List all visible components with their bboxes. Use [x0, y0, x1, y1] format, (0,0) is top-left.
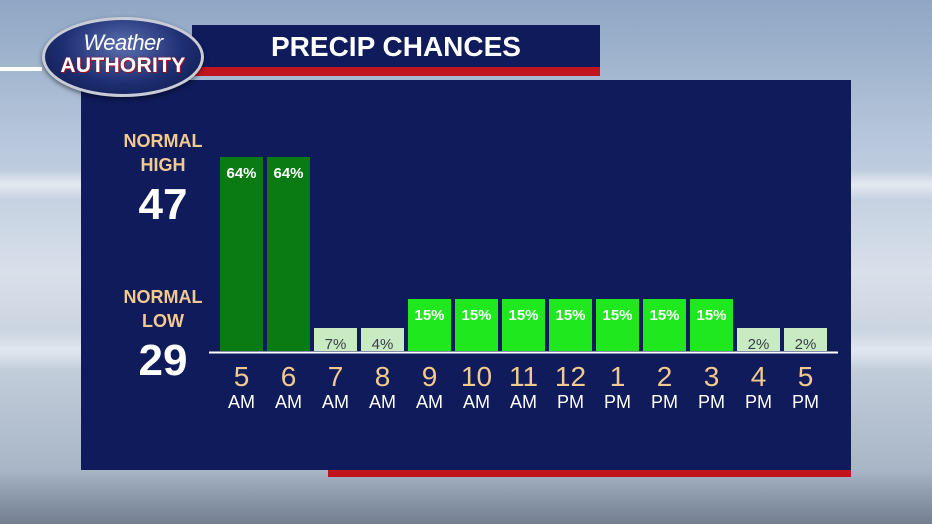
x-tick-hour: 6	[281, 361, 297, 392]
normal-high-label-line2: HIGH	[140, 155, 186, 175]
bar-value-label: 15%	[555, 307, 585, 324]
x-tick-ampm: AM	[510, 392, 537, 412]
bar-value-label: 64%	[226, 165, 256, 182]
x-tick-ampm: AM	[369, 392, 396, 412]
x-tick-hour: 10	[461, 361, 492, 392]
sky-band	[0, 470, 932, 524]
bar	[690, 299, 733, 351]
bar-value-label: 15%	[649, 307, 679, 324]
bar	[314, 328, 357, 351]
x-tick-hour: 2	[657, 361, 673, 392]
bar	[643, 299, 686, 351]
x-tick-hour: 5	[234, 361, 250, 392]
x-tick-hour: 11	[509, 361, 538, 392]
logo-text-weather: Weather	[83, 30, 163, 55]
normal-low-label-line1: NORMAL	[123, 287, 203, 307]
logo-accent-line	[0, 67, 42, 71]
bar-value-label: 15%	[461, 307, 491, 324]
weather-authority-logo: Weather AUTHORITY	[42, 17, 204, 97]
bar-value-label: 15%	[508, 307, 538, 324]
bar-value-label: 4%	[372, 336, 394, 353]
x-tick-hour: 8	[375, 361, 391, 392]
x-tick-ampm: AM	[322, 392, 349, 412]
chart-panel: NORMAL HIGH 47 NORMAL LOW 29 64% 5 AM 64% 6 A…	[81, 80, 851, 470]
bar-value-label: 64%	[273, 165, 303, 182]
x-tick-ampm: AM	[275, 392, 302, 412]
x-tick-hour: 5	[798, 361, 814, 392]
normal-high-label-line1: NORMAL	[123, 131, 203, 151]
page-title: PRECIP CHANCES	[271, 31, 521, 62]
x-tick-hour: 7	[328, 361, 344, 392]
x-tick-hour: 9	[422, 361, 438, 392]
bar	[361, 328, 404, 351]
bar	[784, 328, 827, 351]
x-tick-ampm: PM	[651, 392, 678, 412]
normal-low-value: 29	[138, 336, 188, 385]
bar	[267, 157, 310, 351]
x-tick-ampm: AM	[463, 392, 490, 412]
bar	[408, 299, 451, 351]
bar	[737, 328, 780, 351]
title-bar: PRECIP CHANCES	[192, 25, 600, 67]
x-tick-ampm: PM	[745, 392, 772, 412]
x-tick-hour: 4	[751, 361, 767, 392]
x-tick-ampm: PM	[698, 392, 725, 412]
x-tick-ampm: PM	[557, 392, 584, 412]
bar-value-label: 2%	[795, 336, 817, 353]
bar-value-label: 15%	[414, 307, 444, 324]
bar	[220, 157, 263, 351]
x-tick-ampm: AM	[416, 392, 443, 412]
logo-text-authority: AUTHORITY	[60, 54, 186, 77]
normal-low-label-line2: LOW	[142, 311, 184, 331]
x-tick-hour: 3	[704, 361, 720, 392]
x-tick-ampm: PM	[792, 392, 819, 412]
bar	[502, 299, 545, 351]
title-accent-stripe	[192, 67, 600, 76]
bar-value-label: 15%	[602, 307, 632, 324]
x-tick-ampm: PM	[604, 392, 631, 412]
x-tick-hour: 1	[610, 361, 626, 392]
x-tick-ampm: AM	[228, 392, 255, 412]
bar-value-label: 2%	[748, 336, 770, 353]
bar	[455, 299, 498, 351]
precip-bar-chart: 64%5AM64%6AM7%7AM4%8AM15%9AM15%10AM15%11…	[209, 157, 838, 412]
bar	[596, 299, 639, 351]
bar	[549, 299, 592, 351]
normal-high-value: 47	[138, 180, 188, 229]
bar-value-label: 7%	[325, 336, 347, 353]
x-tick-hour: 12	[555, 361, 586, 392]
bar-value-label: 15%	[696, 307, 726, 324]
panel-accent-stripe	[328, 470, 851, 477]
